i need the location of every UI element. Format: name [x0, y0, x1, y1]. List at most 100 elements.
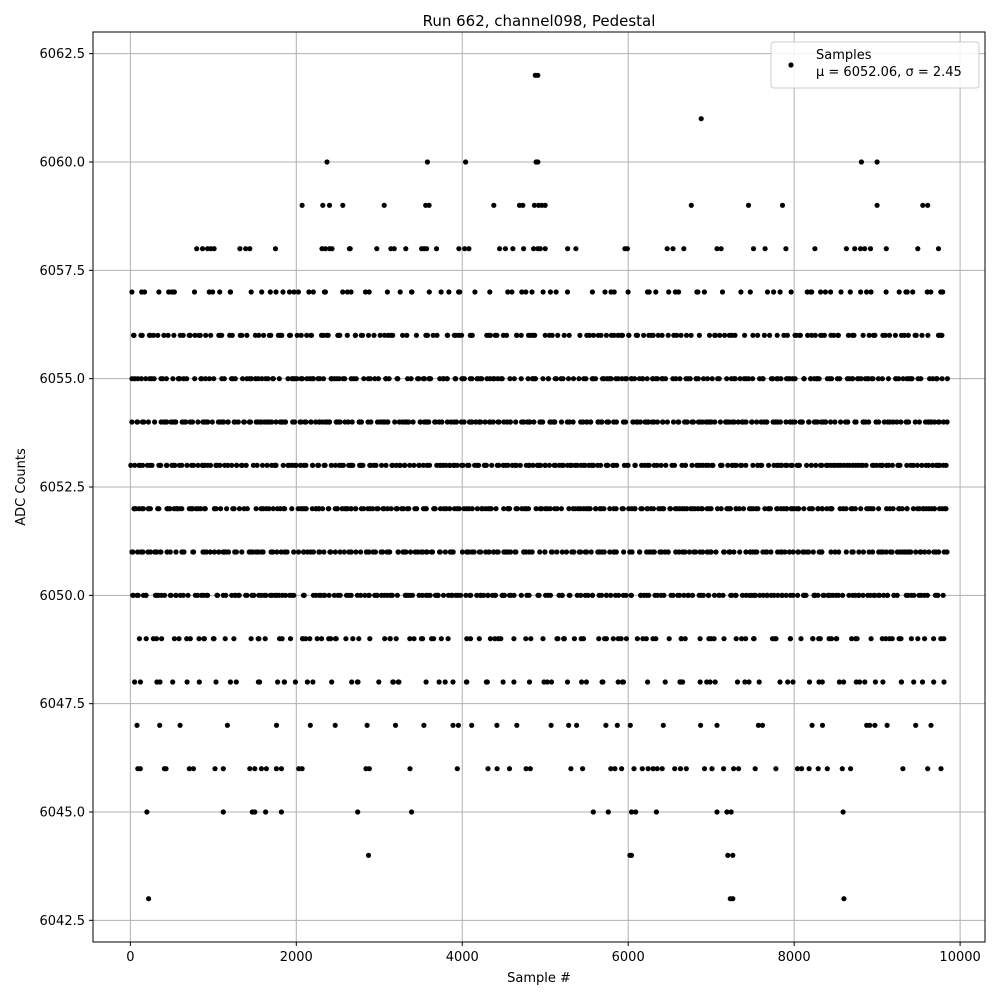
- data-point: [866, 419, 872, 425]
- data-point: [782, 462, 789, 468]
- data-point: [146, 896, 152, 902]
- data-point: [662, 679, 668, 685]
- data-point: [717, 332, 723, 338]
- data-point: [137, 766, 143, 772]
- data-point: [482, 419, 488, 425]
- data-point: [727, 506, 734, 512]
- data-point: [571, 636, 578, 642]
- data-point: [915, 636, 921, 642]
- data-point: [508, 549, 514, 555]
- data-point: [872, 679, 879, 685]
- data-point: [729, 462, 735, 468]
- data-point: [598, 332, 604, 338]
- data-point: [142, 289, 148, 295]
- data-point: [566, 722, 572, 728]
- data-point: [796, 462, 803, 468]
- data-point: [671, 462, 678, 468]
- data-point: [440, 592, 447, 598]
- data-point: [602, 636, 608, 642]
- data-point: [751, 636, 757, 642]
- data-point: [326, 636, 332, 642]
- data-point: [809, 506, 816, 512]
- data-point: [205, 592, 211, 598]
- data-point: [827, 592, 834, 598]
- data-point: [276, 376, 282, 382]
- data-point: [782, 549, 788, 555]
- data-point: [217, 289, 223, 295]
- data-point: [221, 376, 227, 382]
- data-point: [390, 679, 396, 685]
- data-point: [539, 506, 545, 512]
- data-point: [513, 419, 519, 425]
- data-point: [835, 592, 842, 598]
- data-point: [469, 722, 475, 728]
- data-point: [355, 809, 361, 815]
- data-point: [784, 506, 790, 512]
- data-point: [595, 462, 601, 468]
- data-point: [189, 419, 196, 425]
- data-point: [857, 679, 863, 685]
- data-point: [128, 462, 134, 468]
- data-point: [326, 592, 332, 598]
- data-point: [486, 549, 492, 555]
- data-point: [528, 636, 534, 642]
- y-tick-label: 6062.5: [40, 47, 86, 62]
- data-point: [634, 419, 640, 425]
- data-point: [915, 246, 921, 252]
- data-point: [176, 462, 182, 468]
- data-point: [684, 419, 690, 425]
- data-point: [786, 549, 793, 555]
- data-point: [176, 636, 182, 642]
- data-point: [641, 332, 647, 338]
- data-point: [208, 332, 214, 338]
- data-point: [340, 462, 346, 468]
- data-point: [663, 462, 669, 468]
- data-point: [407, 636, 413, 642]
- data-point: [279, 332, 285, 338]
- data-point: [320, 376, 327, 382]
- data-point: [783, 419, 789, 425]
- data-point: [819, 506, 825, 512]
- data-point: [603, 722, 609, 728]
- data-point: [809, 722, 815, 728]
- data-point: [874, 462, 880, 468]
- data-point: [419, 592, 425, 598]
- data-point: [590, 809, 596, 815]
- data-point: [801, 506, 807, 512]
- data-point: [920, 202, 926, 208]
- data-point: [399, 506, 405, 512]
- data-point: [493, 506, 499, 512]
- data-point: [790, 679, 796, 685]
- data-point: [409, 809, 415, 815]
- data-point: [540, 636, 546, 642]
- data-point: [797, 332, 803, 338]
- data-point: [308, 332, 314, 338]
- data-point: [451, 332, 457, 338]
- data-point: [507, 376, 513, 382]
- data-point: [461, 376, 467, 382]
- data-point: [485, 592, 491, 598]
- data-point: [632, 376, 638, 382]
- data-point: [843, 549, 849, 555]
- data-point: [570, 419, 576, 425]
- data-point: [777, 679, 783, 685]
- data-point: [795, 549, 802, 555]
- data-point: [713, 549, 719, 555]
- data-point: [898, 679, 905, 685]
- data-point: [679, 506, 685, 512]
- data-point: [706, 332, 713, 338]
- data-point: [298, 332, 304, 338]
- data-point: [521, 506, 528, 512]
- data-point: [716, 376, 722, 382]
- data-point: [487, 289, 493, 295]
- data-point: [450, 679, 456, 685]
- data-point: [371, 332, 377, 338]
- data-point: [421, 722, 427, 728]
- data-point: [659, 376, 665, 382]
- data-point: [455, 592, 461, 598]
- data-point: [836, 549, 842, 555]
- data-point: [709, 766, 715, 772]
- data-point: [225, 419, 231, 425]
- data-point: [488, 506, 494, 512]
- data-point: [941, 636, 947, 642]
